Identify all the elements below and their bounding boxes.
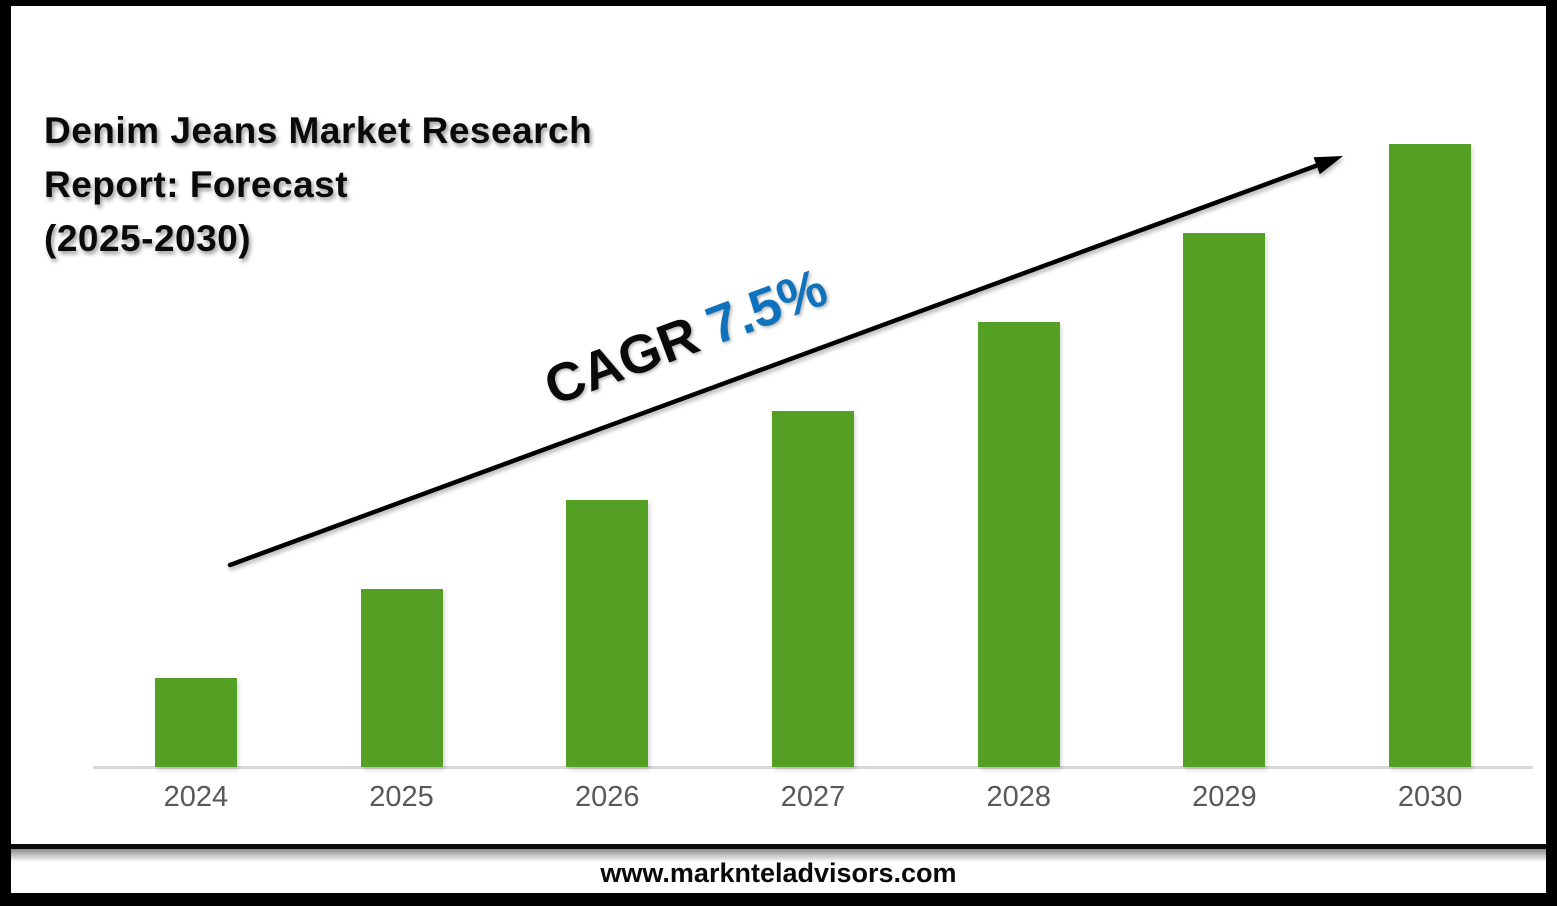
bar-2029 [1183,233,1266,767]
bar-2025 [360,589,443,767]
x-tick-2028: 2028 [986,781,1051,813]
footer-divider-shadow [11,849,1546,862]
bar-2030 [1389,144,1472,767]
x-tick-2025: 2025 [369,781,434,813]
bar-2028 [977,322,1060,767]
x-tick-2027: 2027 [780,781,846,813]
x-tick-2026: 2026 [575,781,640,813]
bar-2027 [772,411,854,767]
x-tick-2029: 2029 [1192,781,1257,813]
footer-divider [11,844,1546,849]
x-tick-2030: 2030 [1397,781,1463,813]
bar-2026 [566,500,649,767]
x-tick-2024: 2024 [163,781,229,813]
bar-2024 [154,678,237,767]
x-axis-line [93,766,1533,769]
footer-url: www.marknteladvisors.com [600,858,957,888]
chart-title: Denim Jeans Market Research Report: Fore… [44,110,593,259]
